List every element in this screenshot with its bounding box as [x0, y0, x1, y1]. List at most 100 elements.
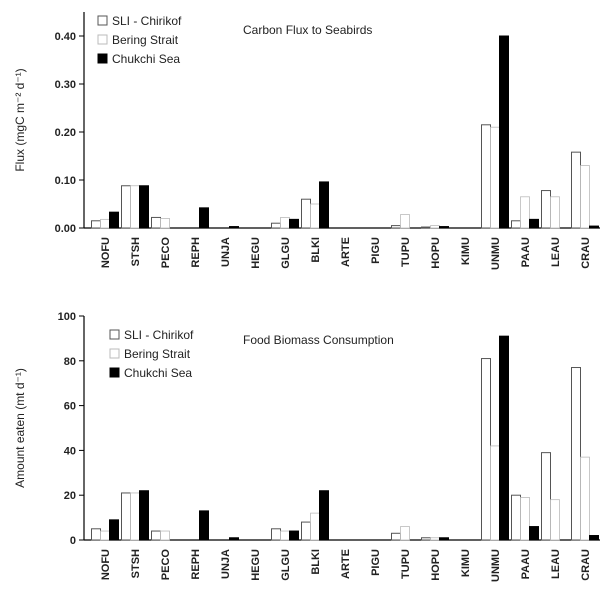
x-tick-label-unmu: UNMU	[490, 549, 502, 582]
bar-nofu-series-2	[100, 530, 110, 541]
bar-paau-series-3	[529, 526, 539, 541]
y-tick-label: 0.20	[55, 127, 76, 139]
bar-blki-series-1	[301, 521, 311, 541]
bar-tupu-series-2	[400, 214, 410, 229]
x-tick-label-nofu: NOFU	[100, 549, 112, 580]
bar-peco-series-1	[151, 530, 161, 541]
bar-leau-series-2	[550, 499, 560, 541]
bar-hopu-series-2	[430, 225, 440, 229]
y-axis-label: Flux (mgC m⁻² d⁻¹)	[13, 68, 27, 171]
legend-label-3: Chukchi Sea	[112, 52, 180, 66]
bar-leau-series-1	[541, 190, 551, 229]
bar-paau-series-1	[511, 494, 521, 541]
x-tick-label-kimu: KIMU	[460, 237, 472, 265]
bar-blki-series-2	[310, 203, 320, 229]
legend-swatch-1	[97, 15, 108, 26]
legend-swatch-3	[109, 367, 120, 378]
bar-peco-series-2	[160, 217, 170, 229]
bar-stsh-series-2	[130, 492, 140, 541]
y-tick-label: 40	[64, 445, 76, 457]
x-tick-label-tupu: TUPU	[400, 549, 412, 579]
y-tick-label: 0.30	[55, 79, 76, 91]
bar-blki-series-2	[310, 512, 320, 541]
x-tick-label-blki: BLKI	[310, 237, 322, 263]
bar-crau-series-1	[571, 367, 581, 541]
chart-panel-1: 0.00 0.10 0.20 0.30 0.40 Flux (mgC m⁻² d⁻¹) Ca…	[13, 12, 600, 270]
bar-crau-series-2	[580, 456, 590, 541]
bar-unmu-series-2	[490, 126, 500, 229]
x-tick-label-unmu: UNMU	[490, 237, 502, 270]
x-tick-label-arte: ARTE	[340, 549, 352, 579]
x-tick-label-paau: PAAU	[520, 549, 532, 579]
bar-crau-series-2	[580, 165, 590, 229]
chart-title: Food Biomass Consumption	[243, 333, 394, 347]
x-tick-label-crau: CRAU	[580, 549, 592, 581]
x-tick-label-glgu: GLGU	[280, 237, 292, 269]
legend-label-1: SLI - Chirikof	[112, 14, 182, 28]
x-tick-label-reph: REPH	[190, 549, 202, 580]
bar-unmu-series-3	[499, 335, 509, 541]
bar-unmu-series-2	[490, 445, 500, 541]
bar-nofu-series-1	[91, 528, 101, 541]
bar-stsh-series-1	[121, 185, 131, 229]
bar-stsh-series-1	[121, 492, 131, 541]
bar-nofu-series-3	[109, 519, 119, 541]
bar-stsh-series-3	[139, 185, 149, 229]
bar-crau-series-1	[571, 151, 581, 229]
x-tick-label-unja: UNJA	[220, 237, 232, 267]
bar-leau-series-1	[541, 452, 551, 541]
bar-glgu-series-2	[280, 530, 290, 541]
legend-swatch-1	[109, 329, 120, 340]
x-tick-label-hegu: HEGU	[250, 549, 262, 581]
x-tick-label-glgu: GLGU	[280, 549, 292, 581]
x-tick-label-stsh: STSH	[130, 237, 142, 266]
bar-crau-series-3	[589, 535, 599, 541]
bar-hopu-series-3	[439, 537, 449, 541]
bar-paau-series-2	[520, 497, 530, 541]
bar-unmu-series-3	[499, 35, 509, 229]
x-tick-label-nofu: NOFU	[100, 237, 112, 268]
legend-swatch-2	[97, 34, 108, 45]
x-tick-label-hopu: HOPU	[430, 549, 442, 581]
y-tick-label: 0.00	[55, 223, 76, 235]
bar-blki-series-3	[319, 490, 329, 541]
x-tick-label-paau: PAAU	[520, 237, 532, 267]
legend-label-1: SLI - Chirikof	[124, 328, 194, 342]
y-tick-label: 100	[58, 311, 76, 323]
bar-crau-series-3	[589, 225, 599, 229]
legend-label-3: Chukchi Sea	[124, 366, 192, 380]
bar-unmu-series-1	[481, 124, 491, 229]
x-tick-label-hegu: HEGU	[250, 237, 262, 269]
x-tick-label-crau: CRAU	[580, 237, 592, 269]
x-tick-label-unja: UNJA	[220, 549, 232, 579]
bar-unja-series-3	[229, 226, 239, 229]
chart-panel-2: 0 20 40 60 80 100 Amount eaten (mt d⁻¹) Food Bi…	[13, 311, 600, 582]
legend-swatch-3	[97, 53, 108, 64]
x-tick-label-reph: REPH	[190, 237, 202, 268]
bar-leau-series-2	[550, 196, 560, 229]
bar-glgu-series-1	[271, 222, 281, 229]
bar-hopu-series-2	[430, 537, 440, 541]
x-tick-label-peco: PECO	[160, 237, 172, 269]
x-tick-label-pigu: PIGU	[370, 237, 382, 264]
bar-hopu-series-3	[439, 226, 449, 229]
bar-unja-series-3	[229, 537, 239, 541]
x-tick-label-pigu: PIGU	[370, 549, 382, 576]
x-tick-label-stsh: STSH	[130, 549, 142, 578]
y-tick-label: 80	[64, 356, 76, 368]
x-tick-label-tupu: TUPU	[400, 237, 412, 267]
bar-stsh-series-2	[130, 185, 140, 229]
legend-swatch-2	[109, 348, 120, 359]
y-tick-label: 0.40	[55, 31, 76, 43]
bar-unmu-series-1	[481, 358, 491, 541]
bar-reph-series-3	[199, 207, 209, 229]
bar-paau-series-2	[520, 196, 530, 229]
y-tick-label: 0.10	[55, 175, 76, 187]
bar-nofu-series-1	[91, 220, 101, 229]
bar-hopu-series-1	[421, 537, 431, 541]
bar-hopu-series-1	[421, 226, 431, 229]
bar-paau-series-1	[511, 220, 521, 229]
y-axis-label: Amount eaten (mt d⁻¹)	[13, 368, 27, 488]
bar-tupu-series-2	[400, 526, 410, 541]
